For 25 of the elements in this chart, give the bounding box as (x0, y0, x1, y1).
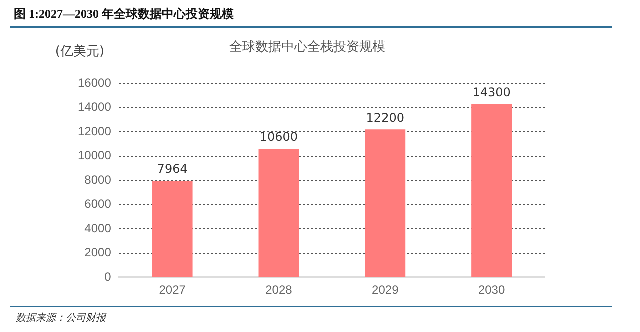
y-tick-label: 12000 (78, 124, 112, 138)
x-tick-label: 2028 (266, 283, 293, 298)
y-tick-label: 10000 (78, 148, 112, 163)
data-label: 7964 (157, 162, 188, 176)
y-tick-label: 14000 (78, 100, 112, 114)
data-label: 14300 (472, 85, 511, 100)
y-tick-label: 0 (104, 270, 112, 284)
data-label: 10600 (260, 130, 298, 144)
y-tick-label: 8000 (84, 172, 112, 187)
chart-subtitle: 全球数据中心全栈投资规模 (230, 39, 386, 56)
y-tick-label: 4000 (84, 221, 112, 236)
y-tick-label: 2000 (84, 246, 112, 260)
y-axis-title: (亿美元) (55, 43, 105, 60)
y-tick-label: 6000 (84, 197, 112, 212)
data-label: 12200 (366, 110, 404, 125)
bar (152, 181, 193, 278)
x-tick-label: 2029 (372, 283, 400, 298)
chart-title: 图 1:2027—2030 年全球数据中心投资规模 (14, 6, 234, 23)
x-tick-label: 2030 (478, 283, 506, 298)
y-tick-label: 16000 (78, 76, 112, 90)
bar (472, 104, 512, 278)
source-note: 数据来源：公司财报 (16, 312, 106, 325)
bar (365, 130, 406, 278)
x-tick-label: 2027 (159, 283, 186, 298)
bar (258, 149, 300, 278)
